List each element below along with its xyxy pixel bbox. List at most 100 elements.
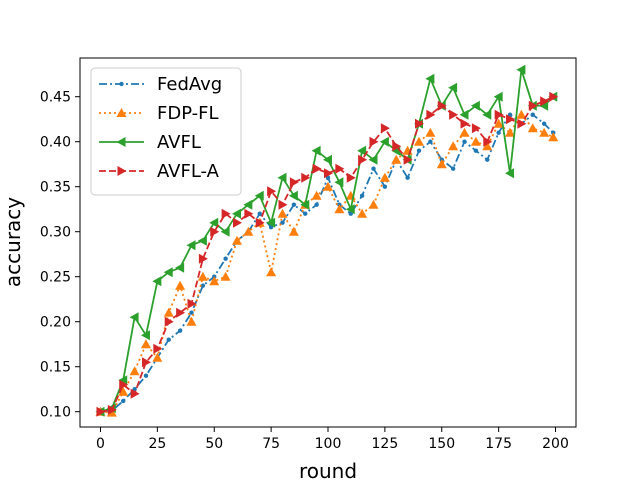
y-axis: 0.10 0.15 0.20 0.25 0.30 0.35 0.40 0.45	[40, 90, 80, 421]
legend-marker-avfl	[116, 137, 126, 147]
x-tick-label: 0	[96, 436, 105, 452]
data-point-fedavg	[496, 130, 501, 135]
data-point-fdp-fl	[163, 307, 174, 317]
data-point-avfl	[152, 276, 162, 287]
data-point-fedavg	[450, 166, 456, 171]
legend-marker-fedavg	[119, 81, 124, 87]
data-point-fedavg	[166, 337, 171, 342]
legend-marker-fdp-fl	[116, 108, 127, 117]
data-point-avfl-a	[278, 199, 288, 210]
data-point-avfl	[197, 235, 207, 246]
data-point-fdp-fl	[459, 127, 470, 137]
data-point-avfl	[277, 172, 287, 183]
data-point-fdp-fl	[482, 141, 493, 151]
legend-item-fedavg: FedAvg	[99, 74, 222, 95]
data-point-avfl-a	[107, 404, 117, 415]
data-point-fedavg	[507, 112, 513, 117]
data-point-avfl-a	[358, 154, 368, 165]
x-tick-label: 150	[428, 436, 455, 452]
legend-label-avfl-a: AVFL-A	[157, 161, 220, 182]
data-point-fdp-fl	[539, 127, 550, 137]
series-layer	[95, 64, 559, 417]
data-point-avfl-a	[255, 217, 265, 228]
data-point-avfl	[288, 190, 298, 201]
data-point-avfl-a	[426, 109, 436, 120]
data-point-avfl-a	[153, 343, 163, 354]
data-point-fdp-fl	[379, 172, 390, 182]
data-point-avfl-a	[301, 172, 311, 183]
data-point-avfl	[243, 199, 253, 210]
data-point-fdp-fl	[243, 226, 254, 236]
data-point-fdp-fl	[436, 159, 447, 169]
x-axis: 0 25 50 75 100 125 150 175 200	[96, 427, 569, 452]
data-point-avfl-a	[96, 406, 106, 417]
data-point-avfl	[482, 109, 492, 120]
data-point-fdp-fl	[152, 352, 163, 362]
data-point-avfl-a	[141, 357, 151, 368]
data-point-fedavg	[177, 328, 183, 333]
data-point-fedavg	[371, 166, 376, 171]
data-point-avfl	[186, 240, 196, 251]
data-point-avfl-a	[289, 177, 299, 188]
data-point-avfl	[209, 217, 219, 228]
data-point-avfl	[425, 73, 435, 84]
x-axis-title: round	[299, 459, 357, 480]
data-point-avfl-a	[335, 163, 345, 174]
data-point-avfl	[539, 100, 549, 111]
data-point-fdp-fl	[448, 141, 459, 151]
data-point-avfl-a	[232, 217, 242, 228]
data-point-avfl	[231, 208, 241, 219]
data-point-fdp-fl	[175, 280, 186, 290]
data-point-fedavg	[257, 211, 262, 216]
data-point-fdp-fl	[277, 208, 288, 218]
data-point-fdp-fl	[323, 181, 333, 191]
data-point-fedavg	[143, 373, 149, 378]
y-axis-title: accuracy	[1, 197, 25, 287]
data-point-fedavg	[359, 193, 365, 198]
data-point-avfl	[357, 145, 367, 156]
data-point-avfl-a	[506, 114, 516, 125]
data-point-avfl-a	[517, 118, 527, 129]
series-avfl-a	[96, 91, 559, 417]
data-point-fdp-fl	[220, 271, 231, 281]
legend-marker-avfl-a	[117, 166, 127, 176]
data-point-avfl	[448, 82, 458, 93]
data-point-avfl-a	[198, 253, 208, 264]
data-point-avfl-a	[415, 118, 425, 129]
data-point-fedavg	[473, 148, 479, 153]
data-point-avfl-a	[449, 109, 459, 120]
data-point-avfl-a	[549, 91, 559, 102]
data-point-fedavg	[303, 211, 308, 216]
data-point-avfl-a	[392, 141, 402, 152]
data-point-avfl-a	[494, 109, 504, 120]
data-point-avfl	[118, 375, 128, 386]
y-tick-label: 0.25	[40, 270, 71, 286]
data-point-avfl	[470, 100, 480, 111]
data-point-avfl-a	[471, 123, 481, 134]
data-point-avfl	[459, 109, 469, 120]
data-point-fdp-fl	[231, 235, 242, 245]
data-point-fedavg	[325, 175, 331, 180]
data-point-avfl	[163, 267, 173, 278]
data-point-avfl	[129, 312, 139, 323]
x-tick-label: 125	[372, 436, 399, 452]
data-point-fedavg	[291, 202, 297, 207]
data-point-avfl-a	[346, 172, 356, 183]
data-point-avfl	[140, 330, 150, 341]
data-point-avfl-a	[221, 208, 231, 219]
data-point-fedavg	[428, 139, 433, 144]
data-point-fedavg	[416, 148, 422, 153]
data-point-fdp-fl	[266, 267, 277, 277]
legend: FedAvg FDP-FL AVFL AVFL-A	[90, 67, 242, 196]
data-point-fedavg	[405, 175, 410, 180]
data-point-fdp-fl	[505, 127, 516, 137]
data-point-fdp-fl	[118, 386, 129, 396]
data-point-avfl-a	[119, 379, 129, 390]
data-point-avfl-a	[380, 123, 390, 134]
data-point-avfl	[345, 204, 355, 215]
x-tick-label: 50	[205, 436, 223, 452]
x-tick-label: 75	[262, 436, 280, 452]
data-point-fdp-fl	[391, 154, 402, 164]
data-point-fdp-fl	[493, 118, 504, 128]
